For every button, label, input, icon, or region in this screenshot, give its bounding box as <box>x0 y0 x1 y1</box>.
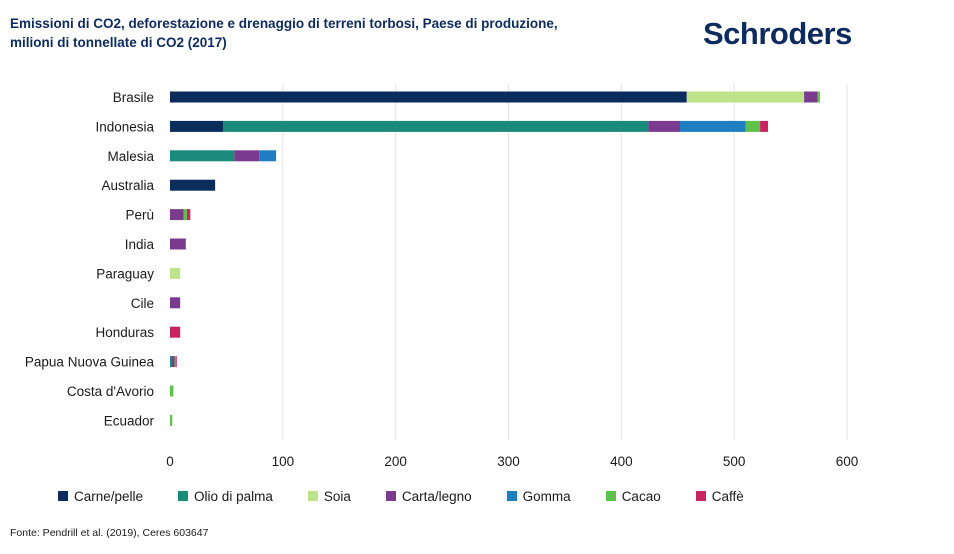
legend-label-gomma: Gomma <box>522 488 571 504</box>
x-tick-label-0: 0 <box>166 454 174 469</box>
category-label-malesia: Malesia <box>107 149 154 164</box>
category-label-costa-d-avorio: Costa d'Avorio <box>67 384 154 399</box>
legend-swatch-soia <box>307 491 318 501</box>
gridlines <box>282 84 848 440</box>
x-tick-label-400: 400 <box>610 454 633 469</box>
legend-label-olio-di-palma: Olio di palma <box>194 488 273 504</box>
legend-item-olio-di-palma: Olio di palma <box>178 489 273 504</box>
legend-swatch-olio-di-palma <box>178 491 189 501</box>
bar-indonesia-olio-di-palma <box>223 120 649 132</box>
legend-label-soia: Soia <box>323 488 351 504</box>
bar-per-carta-legno <box>170 209 184 221</box>
bar-honduras-caff <box>170 326 181 338</box>
bar-brasile-soia <box>686 91 805 103</box>
legend-item-soia: Soia <box>307 488 351 504</box>
category-label-india: India <box>125 237 155 252</box>
category-label-per: Perù <box>125 208 154 223</box>
x-tick-label-200: 200 <box>384 454 407 469</box>
bar-indonesia-carta-legno <box>648 120 681 132</box>
bar-india-carta-legno <box>170 238 186 250</box>
category-label-papua-nuova-guinea: Papua Nuova Guinea <box>25 355 155 370</box>
legend-item-carne-pelle: Carne/pelle <box>58 489 143 504</box>
legend-swatch-carne-pelle <box>58 491 68 501</box>
bar-brasile-carne-pelle <box>170 91 687 103</box>
chart-title-line-1: Emissioni di CO2, deforestazione e drena… <box>10 16 558 31</box>
bar-papua-nuova-guinea-cacao <box>174 356 176 368</box>
bar-cile-carta-legno <box>170 297 181 309</box>
chart-title-line-2: milioni di tonnellate di CO2 (2017) <box>10 35 227 50</box>
bars <box>170 91 820 426</box>
legend-swatch-caff <box>695 491 706 501</box>
bar-malesia-carta-legno <box>234 150 260 162</box>
category-label-honduras: Honduras <box>95 325 154 340</box>
legend-item-caff: Caffè <box>695 488 744 504</box>
bar-papua-nuova-guinea-caff <box>175 356 177 368</box>
bar-paraguay-soia <box>170 267 181 279</box>
legend-item-gomma: Gomma <box>506 488 571 504</box>
legend-label-caff: Caffè <box>711 488 744 504</box>
legend-swatch-cacao <box>605 491 616 501</box>
category-label-brasile: Brasile <box>113 90 154 105</box>
x-tick-label-600: 600 <box>836 454 859 469</box>
bar-papua-nuova-guinea-carta-legno <box>171 356 175 368</box>
category-label-paraguay: Paraguay <box>96 266 154 281</box>
stacked-bar-chart: Brasile Indonesia Malesia Australia Perù Indi… <box>25 84 858 469</box>
category-label-australia: Australia <box>101 178 154 193</box>
category-label-indonesia: Indonesia <box>95 119 154 134</box>
source-note: Fonte: Pendrill et al. (2019), Ceres 603… <box>10 527 209 539</box>
bar-australia-carne-pelle <box>170 179 216 191</box>
legend-label-cacao: Cacao <box>621 488 661 504</box>
bar-brasile-carta-legno <box>804 91 818 103</box>
bar-papua-nuova-guinea-olio-di-palma <box>170 356 172 368</box>
category-label-cile: Cile <box>131 296 154 311</box>
bar-costa-d-avorio-cacao <box>170 385 174 397</box>
x-tick-label-300: 300 <box>497 454 520 469</box>
bar-per-caff <box>186 209 191 221</box>
bar-brasile-cacao <box>817 91 820 103</box>
legend-item-cacao: Cacao <box>605 488 661 504</box>
chart-title: Emissioni di CO2, deforestazione e drena… <box>10 14 700 52</box>
category-labels: Brasile Indonesia Malesia Australia Perù Indi… <box>25 90 155 428</box>
schroders-logo: Schroders <box>703 16 852 51</box>
bar-per-cacao <box>183 209 187 221</box>
category-label-ecuador: Ecuador <box>104 413 155 428</box>
bar-indonesia-caff <box>760 120 769 132</box>
legend-swatch-gomma <box>506 491 517 501</box>
legend-label-carne-pelle: Carne/pelle <box>74 488 144 504</box>
bar-malesia-gomma <box>259 150 277 162</box>
x-tick-label-500: 500 <box>723 454 746 469</box>
legend-label-carta-legno: Carta/legno <box>401 488 472 504</box>
bar-indonesia-carne-pelle <box>170 120 224 132</box>
x-tick-label-100: 100 <box>272 454 295 469</box>
bar-indonesia-cacao <box>745 120 761 132</box>
bar-indonesia-gomma <box>680 120 746 132</box>
legend-swatch-carta-legno <box>385 491 396 501</box>
bar-ecuador-cacao <box>170 414 173 426</box>
chart-legend: Carne/pelle Olio di palma Soia Carta/legno G… <box>58 486 779 506</box>
bar-malesia-olio-di-palma <box>170 150 235 162</box>
legend-item-carta-legno: Carta/legno <box>385 488 472 504</box>
x-axis-tick-labels: 0 100 200 300 400 500 600 <box>166 454 858 469</box>
